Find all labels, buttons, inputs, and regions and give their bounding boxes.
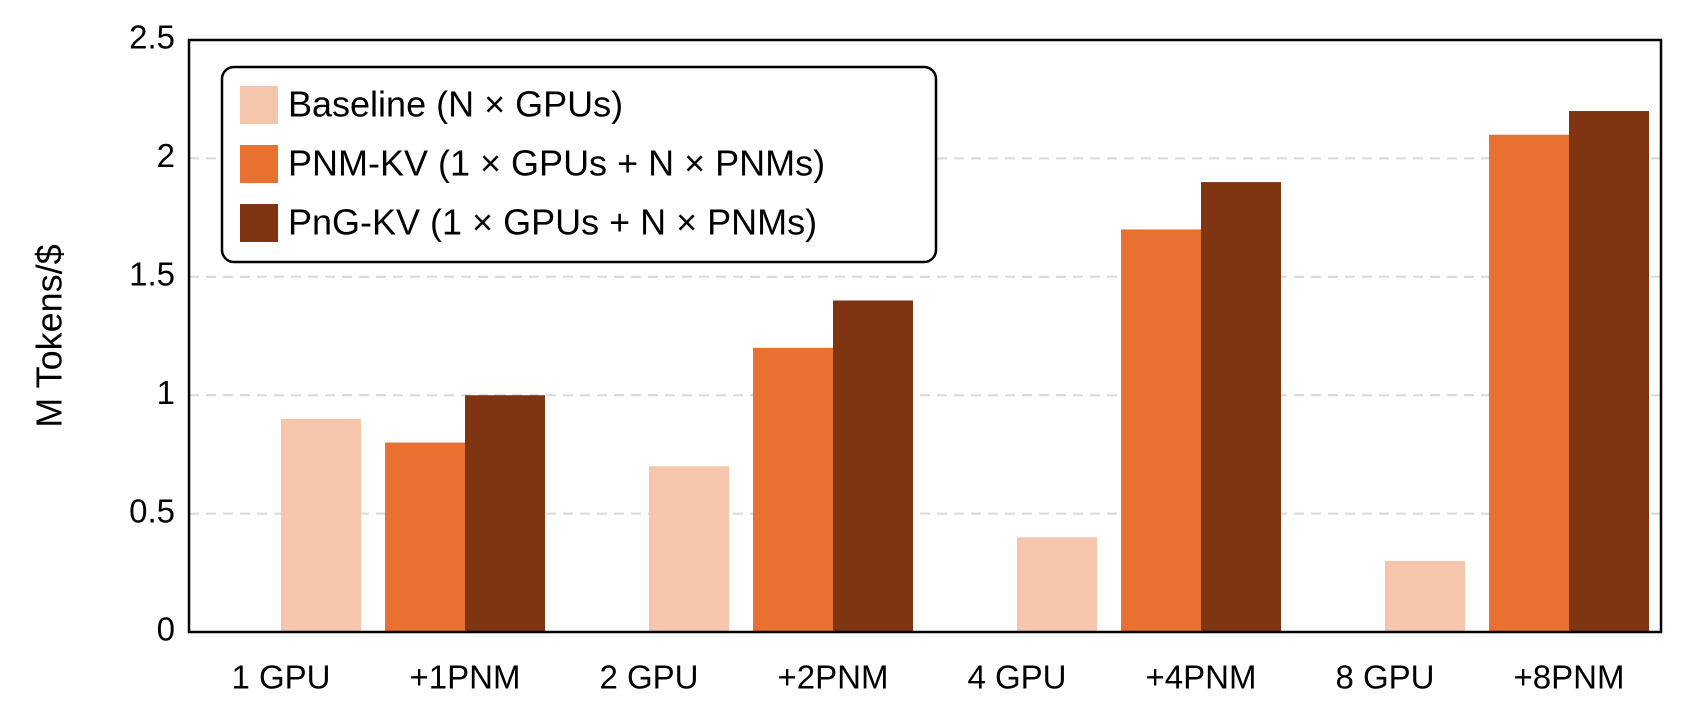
legend-box bbox=[220, 65, 938, 264]
x-tick-label: 8 GPU bbox=[1335, 659, 1434, 696]
bar bbox=[385, 442, 465, 632]
x-tick-label: +4PNM bbox=[1146, 659, 1257, 696]
y-tick-label: 0 bbox=[157, 611, 175, 648]
bar bbox=[1201, 182, 1281, 632]
x-tick-label: +8PNM bbox=[1514, 659, 1625, 696]
y-tick-label: 1 bbox=[157, 374, 175, 411]
bar bbox=[833, 300, 913, 632]
y-tick-label: 0.5 bbox=[129, 492, 175, 529]
y-tick-label: 2.5 bbox=[129, 19, 175, 56]
legend-swatch bbox=[240, 145, 278, 183]
bar bbox=[1489, 134, 1569, 632]
bar bbox=[281, 418, 361, 632]
plot-frame bbox=[187, 38, 1663, 634]
bar bbox=[1385, 560, 1465, 632]
legend-label: Baseline (N × GPUs) bbox=[288, 84, 623, 125]
x-tick-label: 2 GPU bbox=[599, 659, 698, 696]
legend-label: PnG-KV (1 × GPUs + N × PNMs) bbox=[288, 202, 817, 243]
y-tick-label: 2 bbox=[157, 137, 175, 174]
bar bbox=[1569, 111, 1649, 633]
legend-swatch bbox=[240, 86, 278, 124]
bar bbox=[1121, 229, 1201, 632]
y-axis-label: M Tokens/$ bbox=[29, 244, 70, 427]
bar bbox=[753, 347, 833, 632]
x-tick-label: 1 GPU bbox=[231, 659, 330, 696]
legend-swatch bbox=[240, 204, 278, 242]
x-tick-label: 4 GPU bbox=[967, 659, 1066, 696]
x-tick-label: +1PNM bbox=[410, 659, 521, 696]
legend-label: PNM-KV (1 × GPUs + N × PNMs) bbox=[288, 143, 825, 184]
x-tick-label: +2PNM bbox=[778, 659, 889, 696]
bar bbox=[649, 466, 729, 632]
bar bbox=[1017, 537, 1097, 632]
y-tick-label: 1.5 bbox=[129, 256, 175, 293]
bar bbox=[465, 395, 545, 632]
